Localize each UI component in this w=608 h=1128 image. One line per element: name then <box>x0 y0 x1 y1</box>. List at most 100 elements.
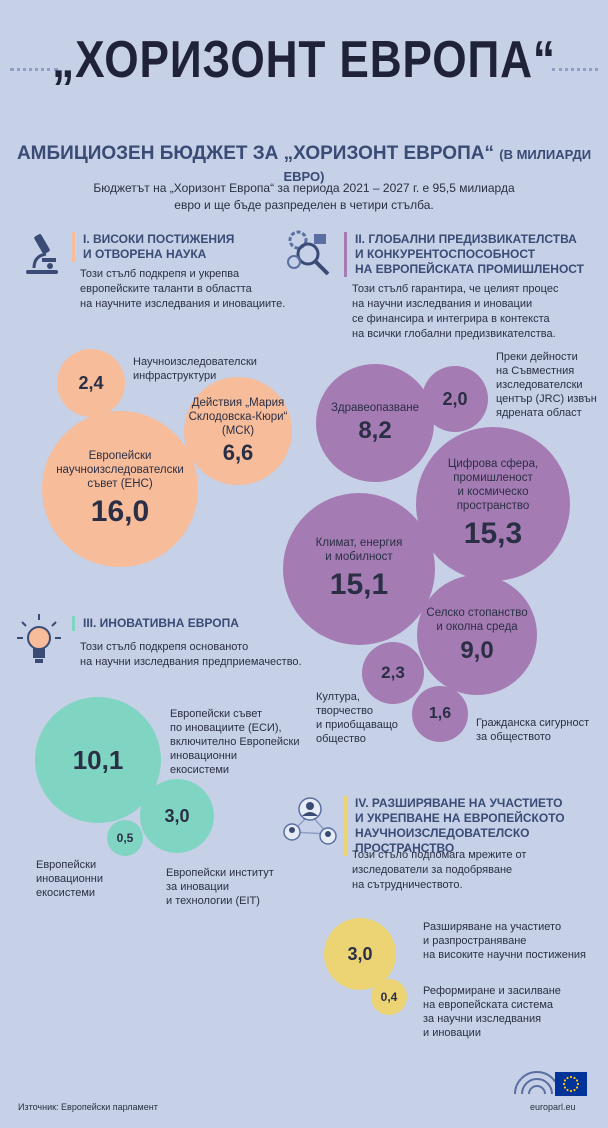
eu-star <box>576 1082 580 1086</box>
label-line: и технологии (EIT) <box>166 895 260 907</box>
label-line: изследователски <box>496 379 583 391</box>
bubble-food: Селско стопанство и околна среда 9,0 <box>417 575 537 695</box>
desc-line: на научните изследвания и иновациите. <box>80 298 286 310</box>
label-line: Европейски <box>36 859 97 871</box>
label-line: на европейската система <box>423 999 554 1011</box>
label-research-infrastructures: Научноизследователски инфраструктури <box>133 355 257 383</box>
label-line: ядрената област <box>496 407 582 419</box>
value: 6,6 <box>222 440 254 465</box>
label-line: Здравеопазване <box>330 402 420 414</box>
label-line: по иновациите (ЕСИ), <box>170 722 282 734</box>
label-line: творчество <box>316 705 373 717</box>
label-line: за иновации <box>166 881 229 893</box>
bubble-eic: 10,1 <box>35 697 161 823</box>
label-line: общество <box>316 733 366 745</box>
pillar2-desc: Този стълб гарантира, че целият процес н… <box>352 282 558 342</box>
eu-star <box>566 1088 569 1092</box>
label-line: и мобилност <box>325 551 393 563</box>
label-line: Европейски съвет <box>170 708 263 720</box>
microscope-icon <box>20 228 64 276</box>
label-line: и приобщаващо <box>316 719 398 731</box>
label-line: съвет (ЕНС) <box>87 478 153 490</box>
desc-line: Този стълб подкрепя основаното <box>80 641 249 653</box>
label-line: Разширяване на участието <box>423 921 562 933</box>
pillar4-title-line: IV. РАЗШИРЯВАНЕ НА УЧАСТИЕТО <box>355 796 563 810</box>
subtitle-text: АМБИЦИОЗЕН БЮДЖЕТ ЗА „ХОРИЗОНТ ЕВРОПА“ <box>16 143 494 164</box>
pillar3-title: III. ИНОВАТИВНА ЕВРОПА <box>72 616 239 631</box>
value: 1,6 <box>428 705 452 722</box>
pillar2-title-line: II. ГЛОБАЛНИ ПРЕДИЗВИКАТЕЛСТВА <box>355 232 577 246</box>
budget-subtitle: АМБИЦИОЗЕН БЮДЖЕТ ЗА „ХОРИЗОНТ ЕВРОПА“ (… <box>0 143 608 187</box>
label-line: (МСК) <box>221 425 255 437</box>
value: 2,4 <box>78 372 104 393</box>
label-line: Климат, енергия <box>315 537 403 549</box>
intro-line: евро и ще бъде разпределен в четири стъл… <box>174 198 434 212</box>
value: 2,0 <box>442 388 468 409</box>
bubble-climate: Климат, енергия и мобилност 15,1 <box>283 493 435 645</box>
label-ecosystems: Европейски иновационни екосистеми <box>36 858 103 900</box>
pillar4-title: IV. РАЗШИРЯВАНЕ НА УЧАСТИЕТО И УКРЕПВАНЕ… <box>344 796 608 856</box>
pillar4-title-line: И УКРЕПВАНЕ НА ЕВРОПЕЙСКОТО <box>355 811 565 825</box>
bubble-ecosystems: 0,5 <box>107 820 143 856</box>
value: 3,0 <box>164 805 190 826</box>
bubble-research-infrastructures: 2,4 <box>57 349 125 417</box>
value: 15,1 <box>329 568 389 601</box>
label-line: и разпространяване <box>423 935 527 947</box>
label-line: Гражданска сигурност <box>476 717 590 729</box>
label-line: иновационни <box>36 873 104 885</box>
label-reform: Реформиране и засилване на европейската … <box>423 984 561 1040</box>
label-line: Действия „Мария <box>191 397 285 409</box>
eu-star <box>563 1079 567 1082</box>
label-line: промишленост <box>453 472 533 484</box>
value: 16,0 <box>90 495 150 528</box>
bubble-widening: 3,0 <box>324 918 396 990</box>
label-line: Европейски институт <box>166 867 274 879</box>
value: 8,2 <box>358 417 392 444</box>
pillar3-desc: Този стълб подкрепя основаното на научни… <box>80 640 302 670</box>
desc-line: Този стълб подпомага мрежите от <box>352 849 527 861</box>
label-line: Реформиране и засилване <box>423 985 561 997</box>
desc-line: изследователи за подобряване <box>352 864 513 876</box>
pillar2-title: II. ГЛОБАЛНИ ПРЕДИЗВИКАТЕЛСТВА И КОНКУРЕ… <box>344 232 584 277</box>
pillar2-title-line: НА ЕВРОПЕЙСКАТА ПРОМИШЛЕНОСТ <box>355 262 585 276</box>
value: 15,3 <box>463 517 523 550</box>
label-line: на високите научни постижения <box>423 949 587 961</box>
eu-flag-icon <box>555 1072 587 1096</box>
label-line: Култура, <box>316 691 360 703</box>
bubble-erc: Европейски научноизследователски съвет (… <box>42 411 198 567</box>
desc-line: Този стълб гарантира, че целият процес <box>352 283 559 295</box>
desc-line: се финансира и интегрира в контекста <box>352 313 550 325</box>
value: 2,3 <box>381 663 405 682</box>
label-widening: Разширяване на участието и разпространяв… <box>423 920 586 962</box>
label-line: Преки дейности <box>496 351 578 363</box>
label-security: Гражданска сигурност за обществото <box>476 716 589 744</box>
intro-line: Бюджетът на „Хоризонт Европа“ за периода… <box>93 181 515 195</box>
desc-line: Този стълб подкрепя и укрепва <box>80 268 240 280</box>
subtitle-unit: (В МИЛИАРДИ ЕВРО) <box>283 147 592 184</box>
label-line: за обществото <box>476 731 551 743</box>
label-line: и околна среда <box>436 620 518 633</box>
label-line: екосистеми <box>170 764 230 776</box>
label-jrc: Преки дейности на Съвместния изследовате… <box>496 350 597 420</box>
pillar1-title-line: И ОТВОРЕНА НАУКА <box>83 247 207 261</box>
label-line: за научни изследвания <box>423 1013 542 1025</box>
intro-text: Бюджетът на „Хоризонт Европа“ за периода… <box>60 180 548 214</box>
desc-line: европейските таланти в областта <box>80 283 252 295</box>
pillar2-title-line: И КОНКУРЕНТОСПОСОБНОСТ <box>355 247 536 261</box>
bubble-digital: Цифрова сфера, промишленост и космическо… <box>416 427 570 581</box>
value: 3,0 <box>347 943 373 964</box>
bubble-health: Здравеопазване 8,2 <box>316 364 434 482</box>
pillar1-desc: Този стълб подкрепя и укрепва европейски… <box>80 267 285 312</box>
pillar4-desc: Този стълб подпомага мрежите от изследов… <box>352 848 526 893</box>
title-dots-right <box>552 68 598 71</box>
bubble-culture: 2,3 <box>362 642 424 704</box>
label-line: Склодовска-Кюри“ <box>188 411 288 423</box>
value: 10,1 <box>72 744 124 775</box>
site-link[interactable]: europarl.eu <box>530 1102 576 1112</box>
desc-line: на научни изследвания и иновации <box>352 298 533 310</box>
eu-star <box>566 1076 569 1080</box>
eu-star <box>569 1075 573 1079</box>
bubble-reform: 0,4 <box>371 979 407 1015</box>
bubble-security: 1,6 <box>412 686 468 742</box>
eu-star <box>563 1086 567 1089</box>
